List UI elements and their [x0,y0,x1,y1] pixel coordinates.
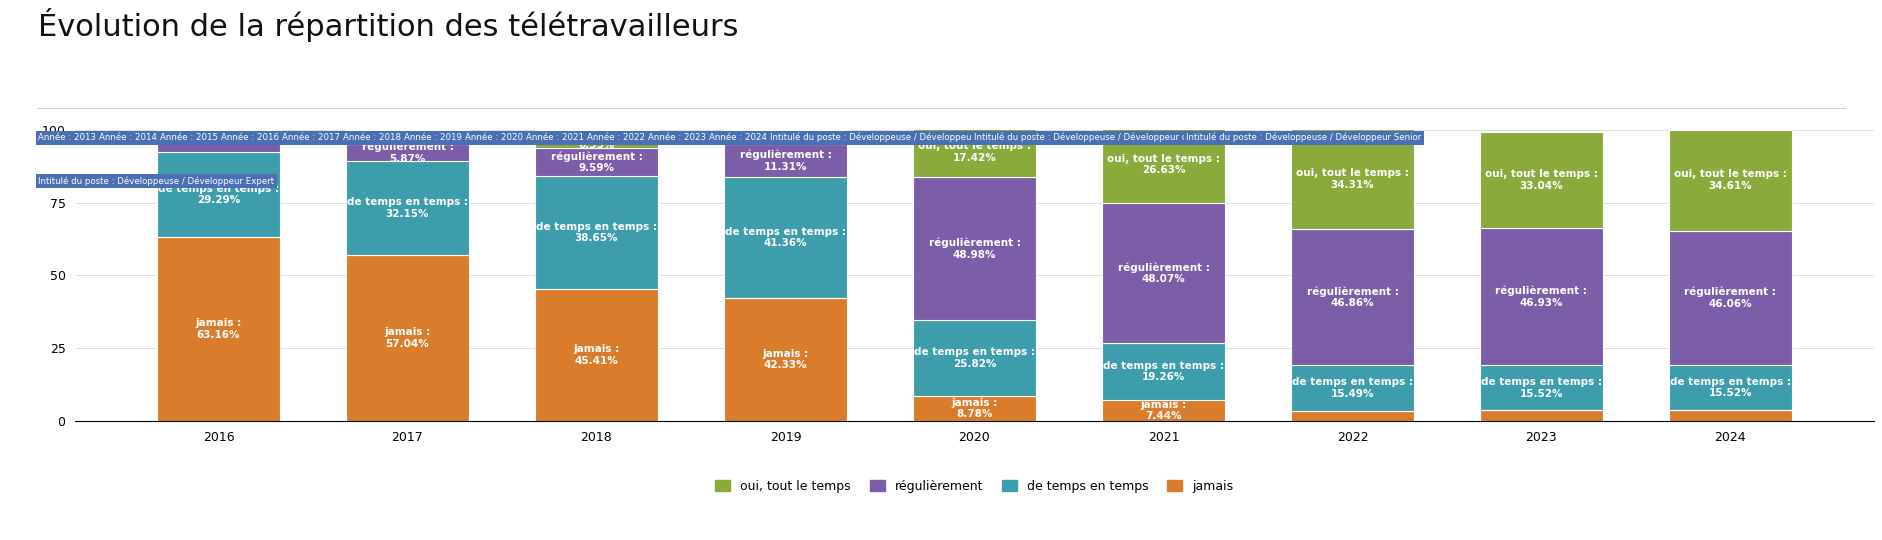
Text: de temps en temps :
19.26%: de temps en temps : 19.26% [1103,361,1223,382]
Text: de temps en temps :
32.15%: de temps en temps : 32.15% [346,197,469,219]
Text: jamais :
57.04%: jamais : 57.04% [384,327,431,349]
Bar [1479,410,1602,421]
Bar [1291,366,1413,410]
Text: Année : 2020: Année : 2020 [465,133,523,142]
Text: Année : 2016: Année : 2016 [220,133,279,142]
Bar [346,130,469,144]
Bar [1667,410,1792,421]
Bar [346,255,469,421]
Text: régulièrement :
48.07%: régulièrement : 48.07% [1116,262,1208,284]
Text: Année : 2013: Année : 2013 [38,133,96,142]
Text: régulièrement :
46.93%: régulièrement : 46.93% [1494,286,1587,308]
Bar [913,127,1035,178]
Text: de temps en temps :
15.52%: de temps en temps : 15.52% [1479,377,1602,399]
Text: Année : 2014: Année : 2014 [100,133,156,142]
Text: Intitulé du poste : Développeuse / Développeur Senior: Intitulé du poste : Développeuse / Dével… [1186,133,1421,143]
Bar [1101,343,1223,400]
Bar [346,161,469,255]
Text: de temps en temps :
25.82%: de temps en temps : 25.82% [913,347,1035,369]
Text: Année : 2021: Année : 2021 [525,133,583,142]
Text: Intitulé du poste : Développeuse / Développeur Expert: Intitulé du poste : Développeuse / Dével… [38,176,275,186]
Bar [913,320,1035,396]
Text: de temps en temps :
41.36%: de temps en temps : 41.36% [725,227,845,248]
Text: de temps en temps :
15.49%: de temps en temps : 15.49% [1291,377,1412,399]
Bar [346,144,469,161]
Text: régulièrement :
5.87%: régulièrement : 5.87% [361,141,454,164]
Bar [156,140,280,152]
Text: oui, tout le temps :
33.04%: oui, tout le temps : 33.04% [1485,170,1598,191]
Text: oui, tout le temps :
17.42%: oui, tout le temps : 17.42% [918,141,1029,163]
Bar [156,152,280,237]
Text: Année : 2023: Année : 2023 [647,133,706,142]
Bar [534,289,657,421]
Text: régulièrement :
46.86%: régulièrement : 46.86% [1306,286,1398,308]
Text: Intitulé du poste : Développeuse / Développeur confirmé: Intitulé du poste : Développeuse / Dével… [975,133,1220,143]
Bar [725,177,847,298]
Text: jamais :
8.78%: jamais : 8.78% [950,397,997,419]
Bar [1101,203,1223,343]
Text: Évolution de la répartition des télétravailleurs: Évolution de la répartition des télétrav… [38,8,738,42]
Bar [1291,410,1413,421]
Text: Année : 2018: Année : 2018 [343,133,401,142]
Bar [156,130,280,140]
Text: Intitulé du poste : Développeuse / Développeur Junior: Intitulé du poste : Développeuse / Dével… [770,133,1001,143]
Text: Année : 2015: Année : 2015 [160,133,218,142]
Text: régulièrement :
11.31%: régulièrement : 11.31% [740,150,832,172]
Bar [534,130,657,148]
Text: régulièrement :
48.98%: régulièrement : 48.98% [928,238,1020,260]
Text: jamais :
63.16%: jamais : 63.16% [196,318,241,340]
Text: oui, tout le temps :
6.35%: oui, tout le temps : 6.35% [540,128,653,150]
Text: Année : 2017: Année : 2017 [282,133,341,142]
Legend: oui, tout le temps, régulièrement, de temps en temps, jamais: oui, tout le temps, régulièrement, de te… [715,480,1233,493]
Text: Année : 2024: Année : 2024 [710,133,766,142]
Bar [725,144,847,177]
Bar [1291,129,1413,229]
Bar [725,298,847,421]
Bar [725,130,847,144]
Bar [913,178,1035,320]
Text: jamais :
45.41%: jamais : 45.41% [572,344,619,366]
Bar [1479,365,1602,410]
Text: jamais :
7.44%: jamais : 7.44% [1140,400,1186,421]
Bar [913,396,1035,421]
Bar [1667,365,1792,410]
Bar [1101,400,1223,421]
Text: oui, tout le temps :
34.61%: oui, tout le temps : 34.61% [1673,169,1786,191]
Text: Année : 2022: Année : 2022 [587,133,646,142]
Bar [1667,130,1792,231]
Bar [156,237,280,421]
Text: régulièrement :
46.06%: régulièrement : 46.06% [1684,287,1775,309]
Bar [1479,132,1602,228]
Text: Année : 2019: Année : 2019 [405,133,461,142]
Text: oui, tout le temps :
34.31%: oui, tout le temps : 34.31% [1295,168,1408,190]
Bar [534,148,657,176]
Text: jamais :
42.33%: jamais : 42.33% [762,349,807,370]
Bar [1479,228,1602,365]
Text: oui, tout le temps :
26.63%: oui, tout le temps : 26.63% [1107,153,1220,175]
Text: de temps en temps :
29.29%: de temps en temps : 29.29% [158,184,279,205]
Bar [1291,229,1413,366]
Bar [1101,125,1223,203]
Bar [534,176,657,289]
Text: de temps en temps :
15.52%: de temps en temps : 15.52% [1669,377,1790,399]
Bar [1667,231,1792,365]
Text: régulièrement :
9.59%: régulièrement : 9.59% [550,151,642,173]
Text: de temps en temps :
38.65%: de temps en temps : 38.65% [536,221,657,243]
